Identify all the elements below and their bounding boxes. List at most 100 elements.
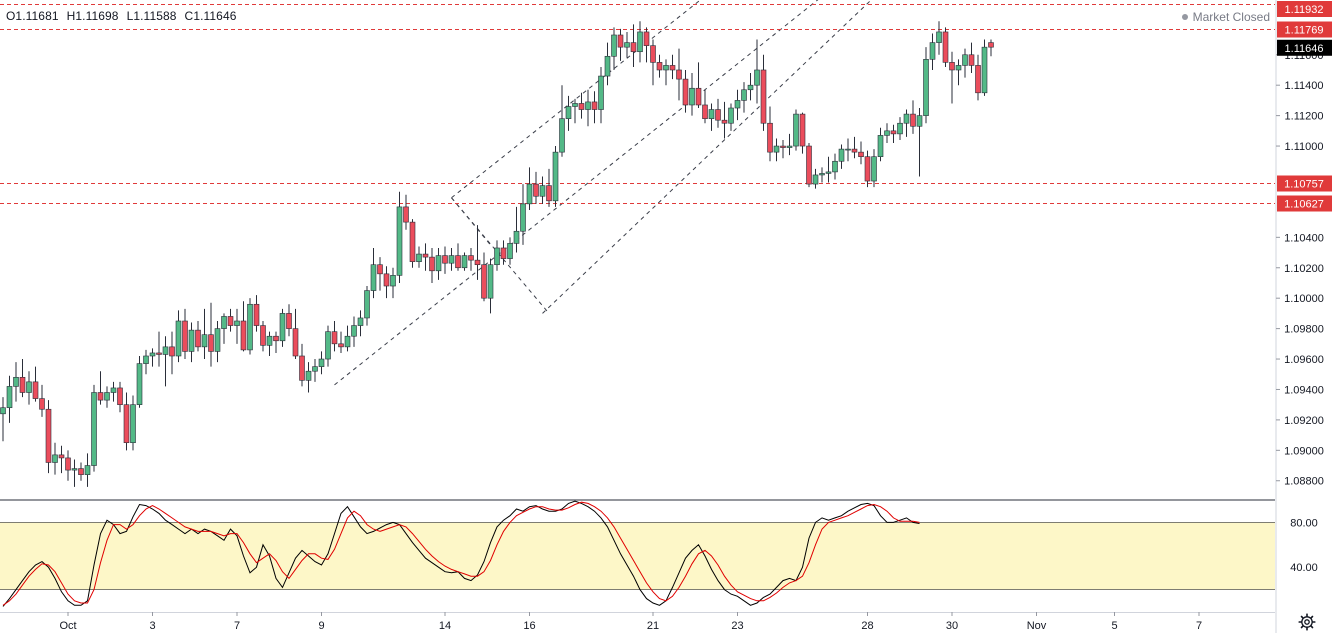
candle-body-down [851,148,858,153]
high-value: H1.11698 [66,9,119,23]
candle [949,51,955,104]
candle-body-up [981,46,988,94]
candle [370,247,377,299]
candle-body-down [273,335,279,342]
time-tick-label: 7 [1196,620,1202,632]
candle-body-down [669,65,676,71]
candle-body-down [123,404,130,444]
candle-body-up [357,317,364,326]
candle-body-down [643,31,650,46]
candle-body-up [559,118,565,153]
candle [734,89,741,121]
candle [585,89,591,127]
candle-body-down [331,331,338,345]
candle [325,325,331,367]
gear-icon [1298,613,1316,631]
candle-body-down [656,62,663,71]
candle [552,146,559,207]
candle [656,54,663,78]
candle [975,54,981,101]
candle-body-up [754,69,760,86]
candle-body-up [916,115,923,127]
candle [149,348,156,367]
candle [468,247,474,271]
time-tick-label: 30 [946,620,958,632]
candle-body-down [481,264,487,299]
price-tick-label: 1.09800 [1284,324,1324,336]
candle [221,313,227,344]
candle-body-down [806,145,812,185]
candle [195,321,201,352]
candle-body-up [955,65,962,71]
candle-body-up [279,313,286,342]
candle-body-up [396,206,403,276]
candle-body-down [988,42,994,48]
candle [474,225,481,280]
price-tick-label: 1.08800 [1284,476,1324,488]
candle [71,459,78,487]
candle [838,144,845,169]
candle [695,62,702,109]
time-tick-label: 21 [647,620,659,632]
candle-body-up [130,404,136,444]
candle [526,167,533,210]
candle [955,59,962,86]
candle [598,66,604,124]
candle [845,138,851,162]
candle [799,112,806,154]
candle-body-down [377,264,383,275]
candle-body-down [117,387,123,405]
candle-body-up [962,54,968,66]
candle [832,153,838,180]
candle [786,133,793,156]
candle [650,39,656,86]
candle [533,171,539,204]
candle-body-up [734,100,741,109]
candle [611,27,617,70]
settings-button[interactable] [1298,613,1316,631]
candle [721,101,728,139]
candle [338,331,344,353]
candle-body-down [682,78,689,106]
candle [208,302,214,367]
candle-body-down [799,113,806,147]
candle-body-up [305,370,312,381]
candle [773,138,780,162]
candle [331,321,338,352]
candle-body-up [819,173,825,176]
candle-body-up [461,255,468,269]
candle-body-down [19,376,26,393]
candle [39,384,45,417]
candle-body-up [266,335,273,346]
candle [409,219,416,268]
candle [819,167,825,183]
candle [890,124,897,144]
last-price-label: 1.11646 [1285,43,1324,55]
candle [968,42,975,74]
candle [864,150,871,188]
candle [702,89,708,124]
candle [507,237,513,265]
candle [988,39,994,57]
price-tick-label: 1.09400 [1284,384,1324,396]
candle-body-down [474,259,481,266]
candle-body-up [214,328,221,352]
candle-body-up [416,253,422,262]
candle [663,59,669,86]
candle [728,103,734,131]
candle [117,381,123,413]
candle-body-up [936,31,942,43]
candle [91,384,97,472]
candle-body-up [513,230,520,244]
stochastic-band [0,522,1275,590]
candle [383,266,390,299]
price-line-label: 1.11932 [1285,4,1324,16]
candle [559,85,565,157]
candle [6,375,13,423]
candle-body-down [442,255,448,264]
candle-body-up [487,264,494,299]
candle [871,149,877,188]
candle [104,386,110,408]
price-tick-label: 1.09000 [1284,445,1324,457]
